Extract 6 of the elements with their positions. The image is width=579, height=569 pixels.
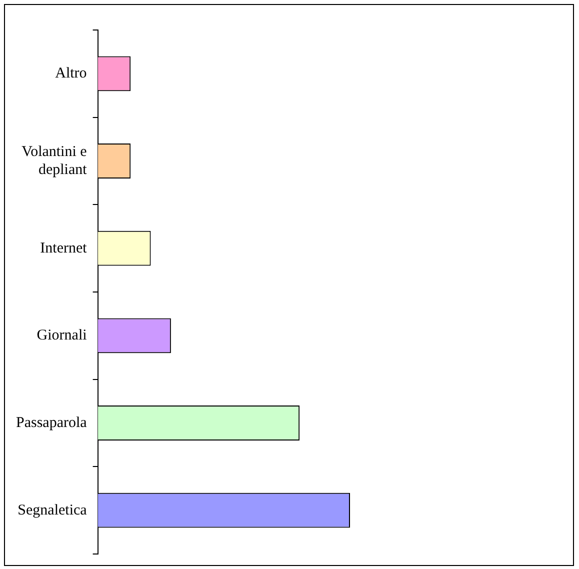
y-tick-label: Volantini e depliant xyxy=(22,144,88,178)
y-tick-label: Altro xyxy=(55,66,87,82)
y-tick-label: Segnaletica xyxy=(18,502,88,518)
y-tick-label: Giornali xyxy=(36,328,87,344)
y-tick-label: Passaparola xyxy=(16,414,88,431)
y-tick-label: Internet xyxy=(40,240,88,256)
